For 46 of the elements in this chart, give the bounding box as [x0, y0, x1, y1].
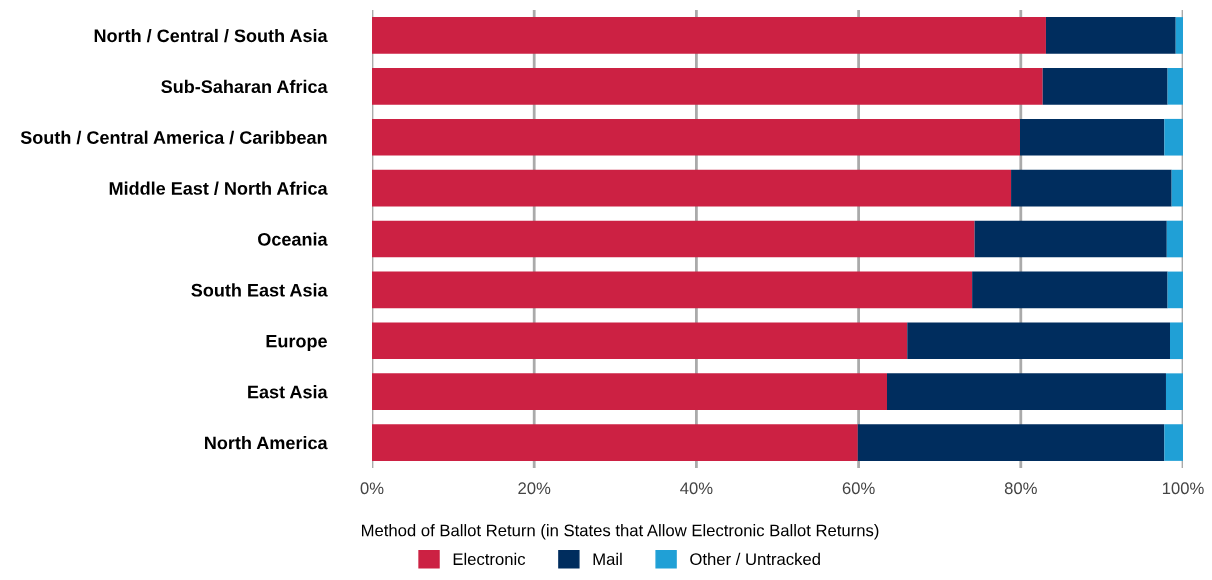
legend-label: Electronic	[453, 552, 526, 566]
bar	[1164, 424, 1183, 461]
bar	[974, 220, 1167, 258]
legend-label: Other / Untracked	[690, 552, 820, 566]
x-tick-label: 100%	[1162, 482, 1204, 495]
bar	[1167, 271, 1183, 309]
bar	[372, 169, 1012, 207]
bar	[372, 68, 1043, 105]
bar	[1045, 17, 1176, 54]
y-tick-label: Europe	[266, 334, 327, 352]
bar	[1165, 373, 1183, 410]
bar	[886, 373, 1166, 410]
legend-label: Mail	[593, 552, 622, 566]
bar	[1019, 118, 1165, 156]
bar	[372, 220, 975, 258]
bar	[907, 322, 1171, 360]
y-tick-label: Middle East / North Africa	[109, 181, 328, 196]
bar	[1167, 68, 1183, 105]
bar	[1171, 169, 1183, 207]
legend-title: Method of Ballot Return (in States that Allow Electronic Ballot Returns)	[362, 524, 879, 540]
x-tick-label: 0%	[360, 482, 384, 495]
bar	[857, 424, 1165, 461]
x-tick-label: 40%	[680, 482, 713, 495]
y-tick-label: Sub-Saharan Africa	[161, 79, 328, 94]
x-tick-label: 20%	[518, 482, 551, 495]
y-tick-label: North / Central / South Asia	[94, 28, 328, 43]
bar	[372, 424, 858, 461]
bar	[372, 271, 973, 309]
x-tick-label: 60%	[842, 482, 875, 495]
y-tick-label: East Asia	[248, 385, 328, 399]
x-tick-label: 80%	[1004, 482, 1037, 495]
bar	[372, 118, 1020, 156]
bar	[372, 17, 1046, 54]
bar	[372, 322, 908, 360]
bar	[1170, 322, 1183, 360]
bar	[1175, 17, 1183, 54]
bar	[1042, 68, 1168, 105]
y-tick-label: South / Central America / Caribbean	[20, 130, 327, 145]
bar	[1011, 169, 1172, 207]
bar	[1164, 118, 1183, 156]
y-tick-label: North America	[205, 436, 328, 450]
bar	[1166, 220, 1183, 258]
y-tick-label: South East Asia	[191, 283, 328, 297]
y-tick-label: Oceania	[258, 232, 328, 246]
bar	[372, 373, 887, 410]
bar	[972, 271, 1168, 309]
